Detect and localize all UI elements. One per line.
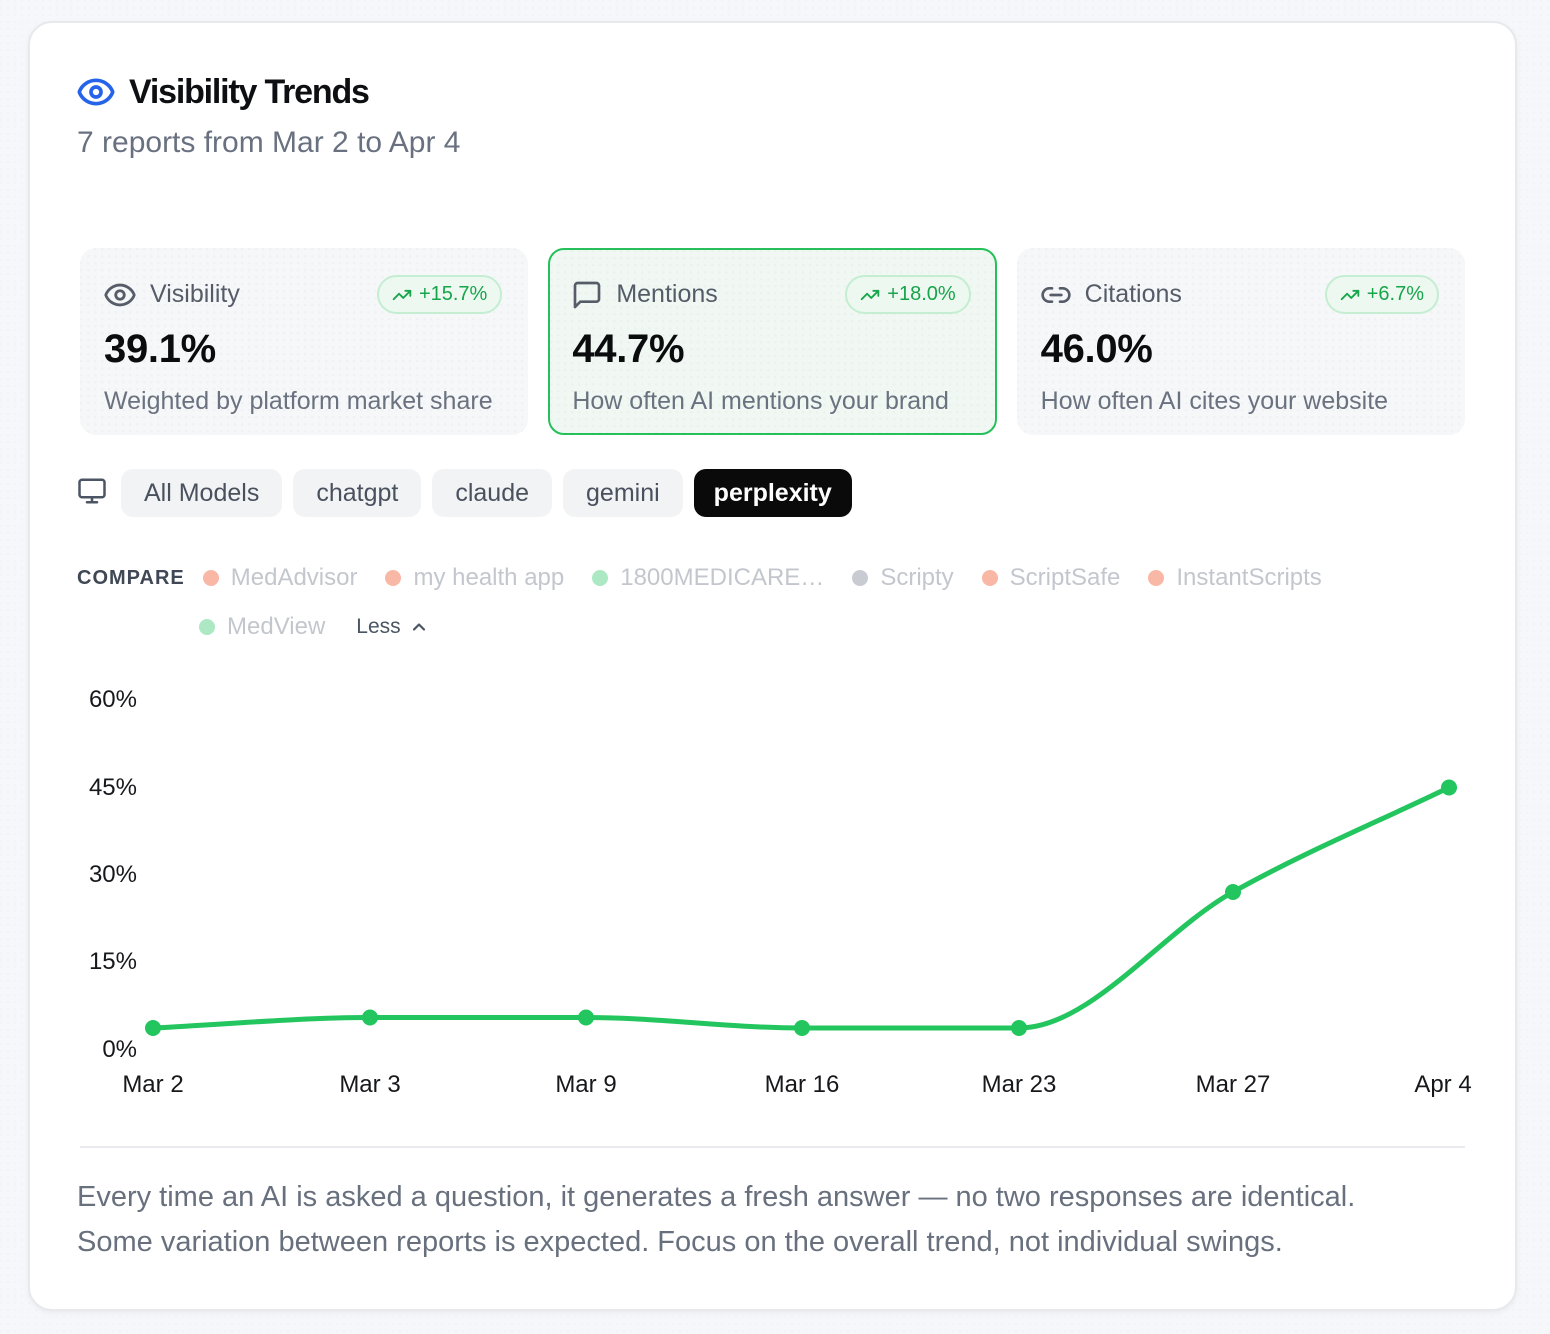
svg-text:Apr 4: Apr 4 bbox=[1414, 1071, 1471, 1098]
svg-text:Mar 9: Mar 9 bbox=[555, 1071, 616, 1098]
svg-text:Mar 16: Mar 16 bbox=[765, 1071, 840, 1098]
svg-text:0%: 0% bbox=[102, 1036, 137, 1063]
svg-text:Mar 3: Mar 3 bbox=[339, 1071, 400, 1098]
svg-text:45%: 45% bbox=[89, 774, 137, 801]
svg-text:Mar 2: Mar 2 bbox=[122, 1071, 183, 1098]
svg-text:Mar 27: Mar 27 bbox=[1196, 1071, 1271, 1098]
svg-text:15%: 15% bbox=[89, 948, 137, 975]
svg-text:30%: 30% bbox=[89, 861, 137, 888]
svg-text:Mar 23: Mar 23 bbox=[982, 1071, 1057, 1098]
svg-text:60%: 60% bbox=[89, 686, 137, 713]
